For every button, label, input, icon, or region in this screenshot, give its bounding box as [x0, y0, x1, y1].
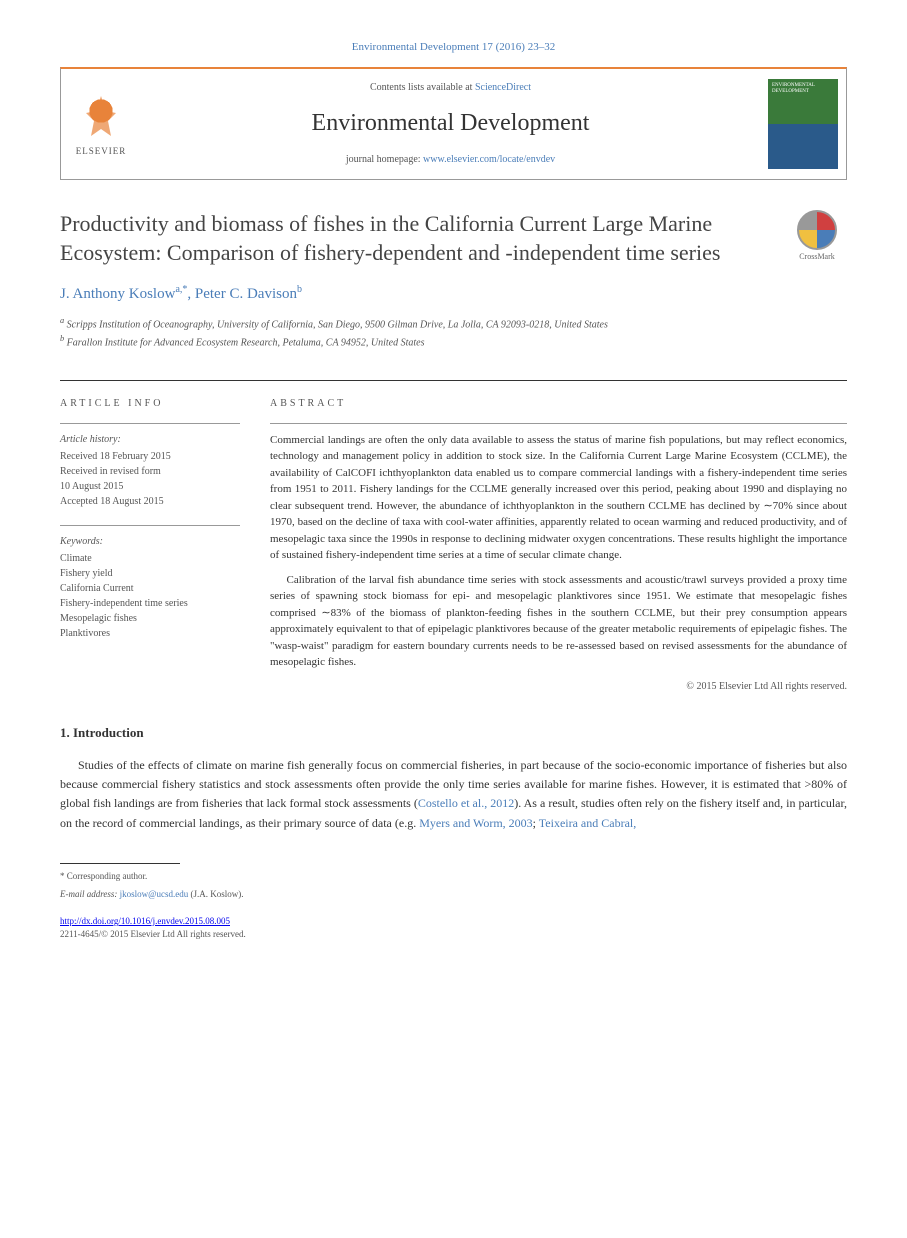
header-center: Contents lists available at ScienceDirec… — [141, 69, 760, 179]
keyword: Climate — [60, 551, 240, 566]
email-name: (J.A. Koslow). — [188, 889, 243, 899]
affiliation-a: a Scripps Institution of Oceanography, U… — [60, 315, 847, 332]
abstract-text: Commercial landings are often the only d… — [270, 423, 847, 694]
crossmark-badge[interactable]: CrossMark — [787, 210, 847, 262]
article-info-label: ARTICLE INFO — [60, 397, 240, 411]
keyword: California Current — [60, 581, 240, 596]
history-line: 10 August 2015 — [60, 479, 240, 494]
homepage-prefix: journal homepage: — [346, 154, 423, 165]
author-1-sup: a,* — [175, 284, 187, 295]
abstract-p2: Calibration of the larval fish abundance… — [270, 572, 847, 671]
title-text: Productivity and biomass of fishes in th… — [60, 211, 720, 265]
affiliation-b: b Farallon Institute for Advanced Ecosys… — [60, 333, 847, 350]
article-history-block: Article history: Received 18 February 20… — [60, 423, 240, 509]
journal-cover-thumbnail — [768, 79, 838, 169]
abstract-copyright: © 2015 Elsevier Ltd All rights reserved. — [270, 679, 847, 694]
keywords-heading: Keywords: — [60, 534, 240, 549]
history-heading: Article history: — [60, 432, 240, 447]
email-label: E-mail address: — [60, 889, 120, 899]
homepage-link[interactable]: www.elsevier.com/locate/envdev — [423, 154, 555, 165]
crossmark-icon — [797, 210, 837, 250]
homepage-line: journal homepage: www.elsevier.com/locat… — [141, 153, 760, 167]
intro-body: Studies of the effects of climate on mar… — [60, 756, 847, 833]
keywords-block: Keywords: Climate Fishery yield Californ… — [60, 525, 240, 641]
keyword: Fishery yield — [60, 566, 240, 581]
abstract-column: ABSTRACT Commercial landings are often t… — [270, 397, 847, 694]
corresponding-author-note: * Corresponding author. — [60, 870, 847, 883]
author-2-sup: b — [297, 284, 302, 295]
sciencedirect-link[interactable]: ScienceDirect — [475, 82, 531, 93]
affiliations: a Scripps Institution of Oceanography, U… — [60, 315, 847, 350]
history-line: Accepted 18 August 2015 — [60, 494, 240, 509]
email-footnote: E-mail address: jkoslow@ucsd.edu (J.A. K… — [60, 888, 847, 901]
intro-p1: Studies of the effects of climate on mar… — [60, 756, 847, 833]
contents-line: Contents lists available at ScienceDirec… — [141, 81, 760, 95]
crossmark-label: CrossMark — [787, 252, 847, 262]
history-line: Received in revised form — [60, 464, 240, 479]
keyword: Fishery-independent time series — [60, 596, 240, 611]
email-link[interactable]: jkoslow@ucsd.edu — [120, 889, 189, 899]
abstract-label: ABSTRACT — [270, 397, 847, 411]
author-1: J. Anthony Koslow — [60, 286, 175, 302]
intro-heading: 1. Introduction — [60, 724, 847, 742]
author-2: , Peter C. Davison — [187, 286, 297, 302]
contents-prefix: Contents lists available at — [370, 82, 475, 93]
info-abstract-row: ARTICLE INFO Article history: Received 1… — [60, 380, 847, 694]
doi-block: http://dx.doi.org/10.1016/j.envdev.2015.… — [60, 915, 847, 940]
article-info-column: ARTICLE INFO Article history: Received 1… — [60, 397, 240, 694]
elsevier-label: ELSEVIER — [71, 145, 131, 158]
abstract-p1: Commercial landings are often the only d… — [270, 432, 847, 564]
authors: J. Anthony Koslowa,*, Peter C. Davisonb — [60, 283, 847, 305]
journal-title: Environmental Development — [141, 107, 760, 141]
issn-copyright: 2211-4645/© 2015 Elsevier Ltd All rights… — [60, 928, 847, 941]
journal-reference: Environmental Development 17 (2016) 23–3… — [60, 40, 847, 55]
keyword: Planktivores — [60, 626, 240, 641]
elsevier-tree-icon — [76, 91, 126, 141]
history-line: Received 18 February 2015 — [60, 449, 240, 464]
article-title: Productivity and biomass of fishes in th… — [60, 210, 847, 267]
keyword: Mesopelagic fishes — [60, 611, 240, 626]
elsevier-logo: ELSEVIER — [61, 81, 141, 168]
doi-link[interactable]: http://dx.doi.org/10.1016/j.envdev.2015.… — [60, 916, 230, 926]
citation-link[interactable]: Costello et al., 2012 — [418, 796, 514, 810]
journal-header-box: ELSEVIER Contents lists available at Sci… — [60, 67, 847, 180]
citation-link[interactable]: Teixeira and Cabral, — [539, 816, 636, 830]
citation-link[interactable]: Myers and Worm, 2003 — [419, 816, 532, 830]
footnote-separator — [60, 863, 180, 864]
article-header: Productivity and biomass of fishes in th… — [60, 210, 847, 350]
